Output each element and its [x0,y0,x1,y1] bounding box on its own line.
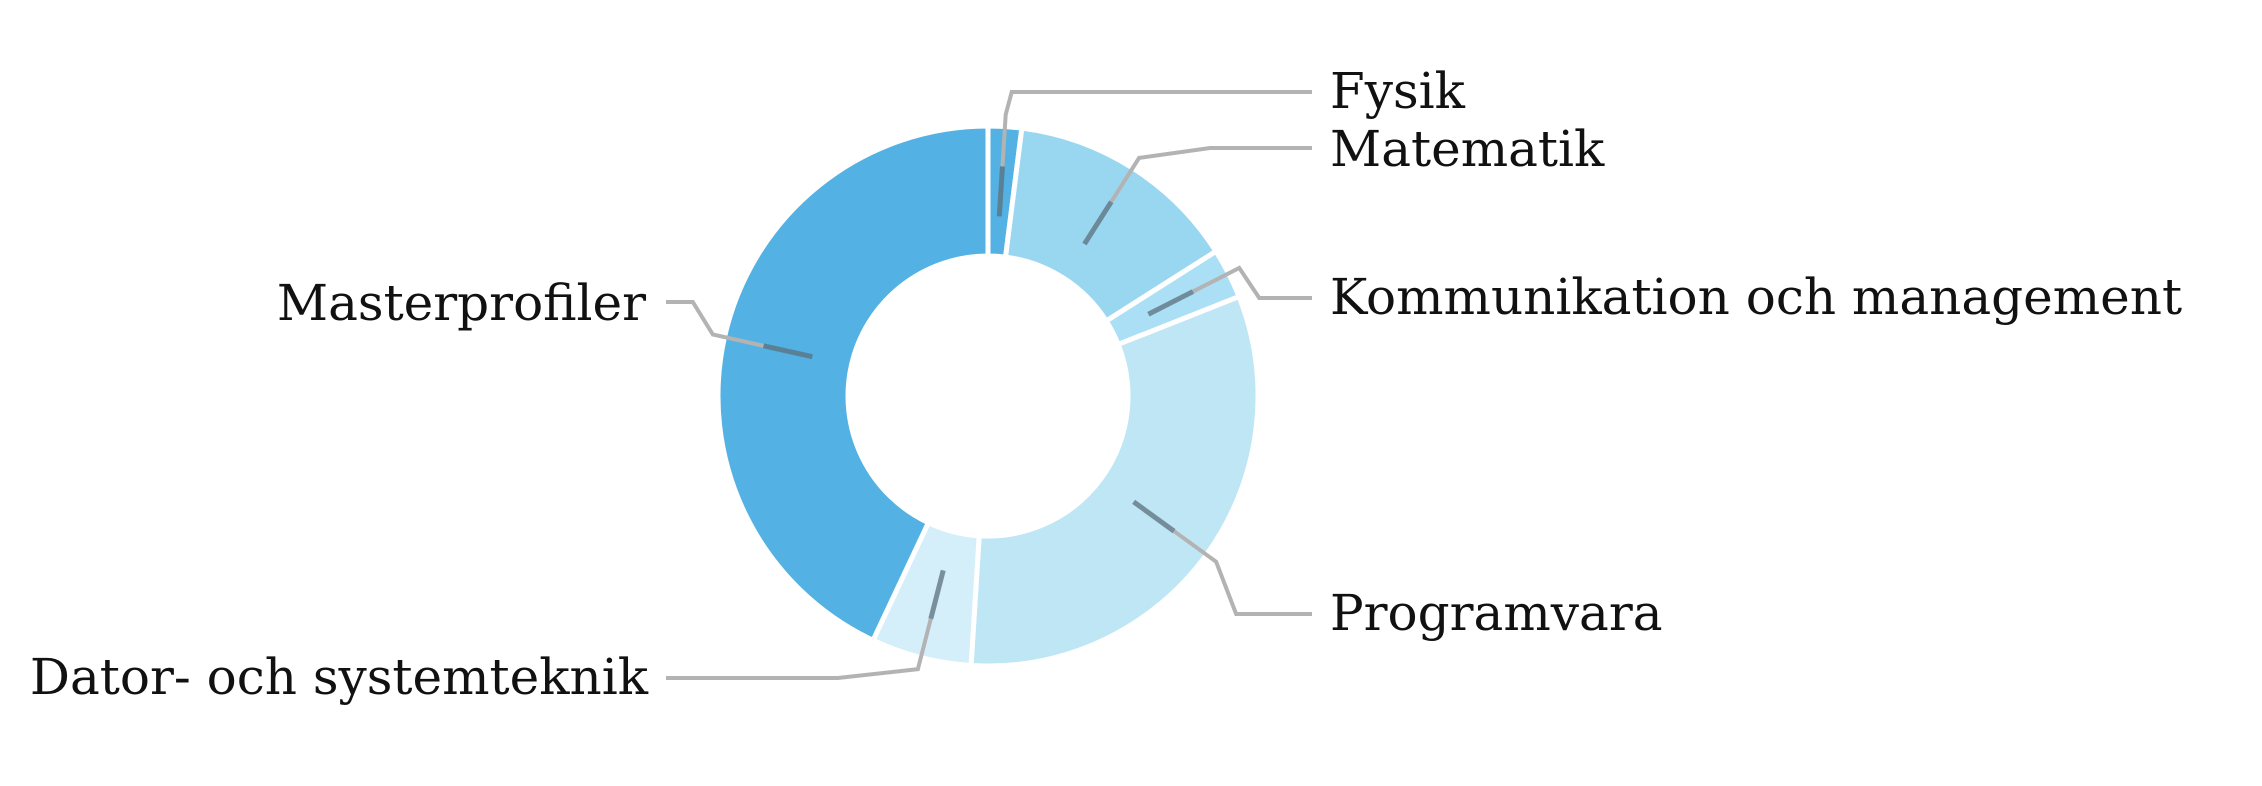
leader-tip-fysik [996,166,1005,217]
leader-tip-matematik [1082,200,1114,246]
leader-matematik [1109,146,1312,203]
leader-tip-kommunikation-och-management [1147,289,1195,317]
leader-tip-masterprofiler [762,343,813,360]
label-fysik: Fysik [1330,62,1466,120]
leader-fysik [1000,90,1312,167]
leader-kommunikation-och-management [1192,265,1312,300]
leader-programvara [1172,529,1312,616]
label-programvara: Programvara [1330,584,1663,642]
slice-labels: Fysik Matematik Kommunikation och manage… [30,62,2182,706]
leader-lines [666,90,1312,680]
slice-masterprofiler [715,123,991,644]
leader-tip-dator-och-systemteknik [928,569,946,620]
label-masterprofiler: Masterprofiler [277,274,646,332]
label-kommunikation-och-management: Kommunikation och management [1330,268,2182,326]
leader-masterprofiler [666,300,764,348]
leader-dator-och-systemteknik [666,618,933,680]
slice-matematik [1002,125,1220,325]
leader-tip-programvara [1132,499,1176,534]
label-matematik: Matematik [1330,120,1605,178]
label-dator-och-systemteknik: Dator- och systemteknik [30,648,649,706]
slice-programvara [968,293,1261,669]
donut-slices [715,123,1261,669]
